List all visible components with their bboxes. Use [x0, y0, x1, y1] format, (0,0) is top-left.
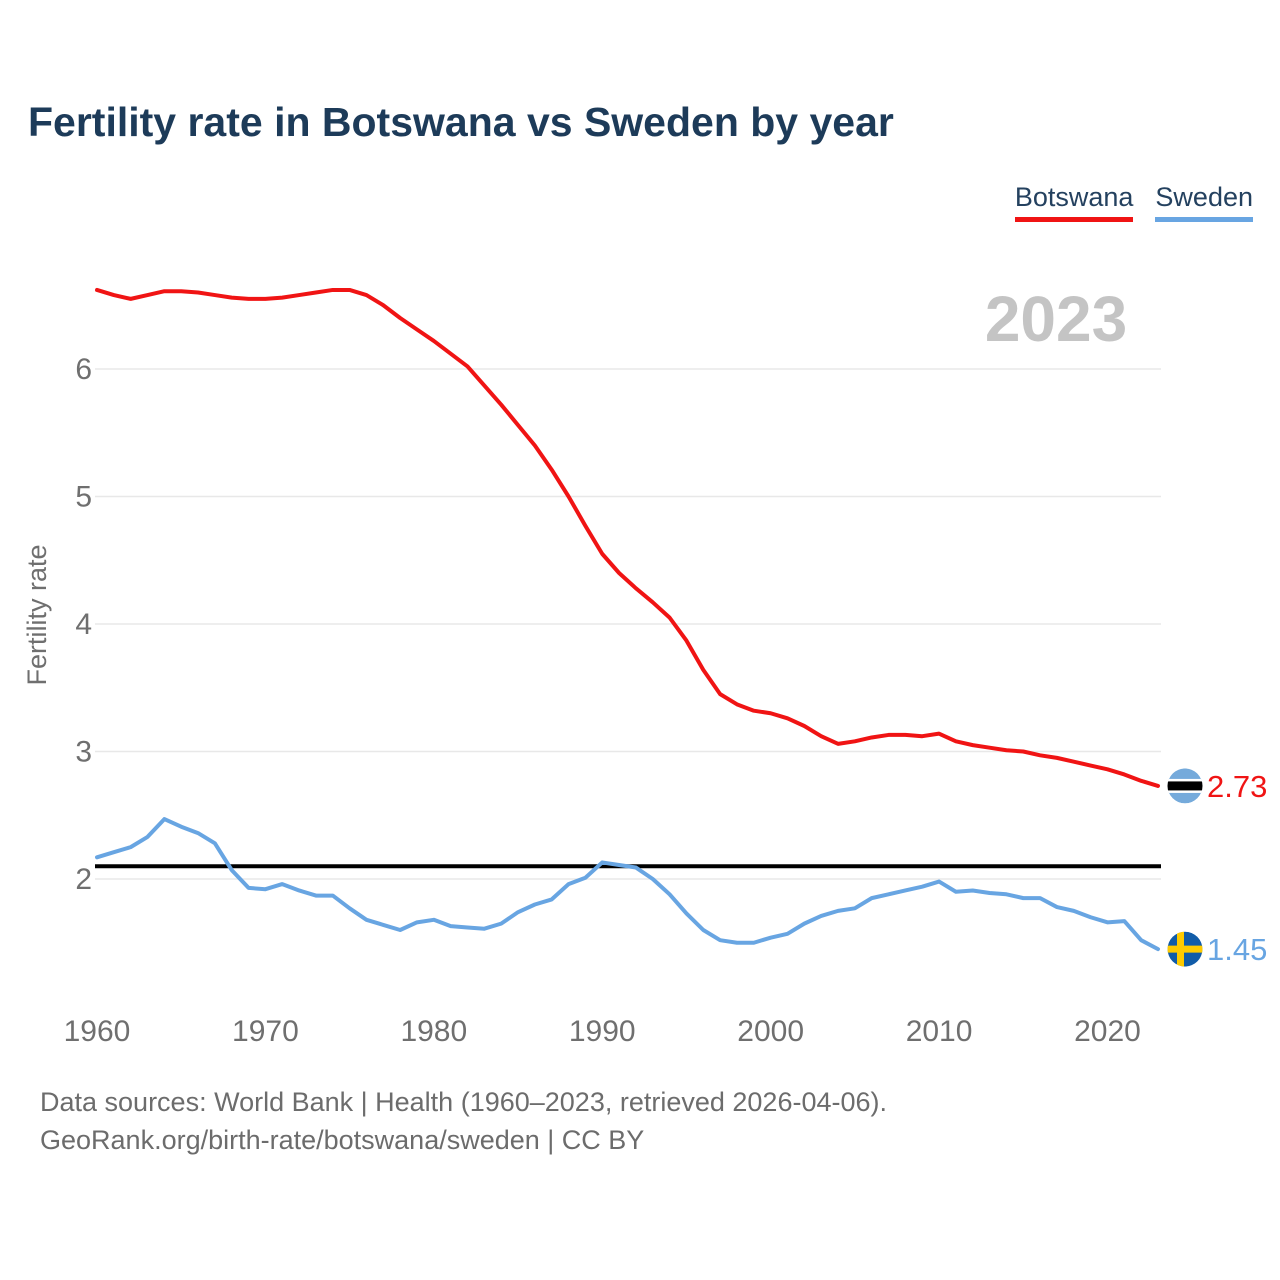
y-axis-title: Fertility rate [22, 544, 52, 685]
y-tick-label: 6 [75, 353, 92, 386]
series-line-sweden[interactable] [95, 817, 1160, 952]
x-tick-label: 1990 [569, 1015, 636, 1048]
x-tick-label: 2010 [906, 1015, 973, 1048]
x-tick-label: 1970 [232, 1015, 299, 1048]
source-line-1: Data sources: World Bank | Health (1960–… [40, 1087, 887, 1117]
legend: Botswana Sweden [1014, 182, 1253, 222]
end-value-botswana: 2.73 [1207, 769, 1267, 804]
y-tick-label: 3 [75, 736, 92, 769]
x-tick-label: 1980 [400, 1015, 467, 1048]
page-title: Fertility rate in Botswana vs Sweden by … [28, 99, 894, 145]
legend-item-botswana[interactable]: Botswana [1014, 182, 1134, 222]
watermark-year: 2023 [985, 283, 1127, 355]
x-tick-label: 2020 [1074, 1015, 1141, 1048]
sweden-flag-icon [1167, 931, 1203, 967]
series-line-botswana[interactable] [95, 287, 1160, 788]
data-source-note: Data sources: World Bank | Health (1960–… [40, 1083, 887, 1159]
y-tick-label: 5 [75, 481, 92, 514]
legend-item-sweden[interactable]: Sweden [1155, 182, 1253, 222]
source-line-2: GeoRank.org/birth-rate/botswana/sweden |… [40, 1125, 645, 1155]
end-value-sweden: 1.45 [1207, 932, 1267, 967]
x-tick-label: 1960 [64, 1015, 131, 1048]
y-tick-label: 4 [75, 608, 92, 641]
x-tick-label: 2000 [737, 1015, 804, 1048]
botswana-flag-icon [1167, 768, 1203, 804]
y-tick-label: 2 [75, 863, 92, 896]
